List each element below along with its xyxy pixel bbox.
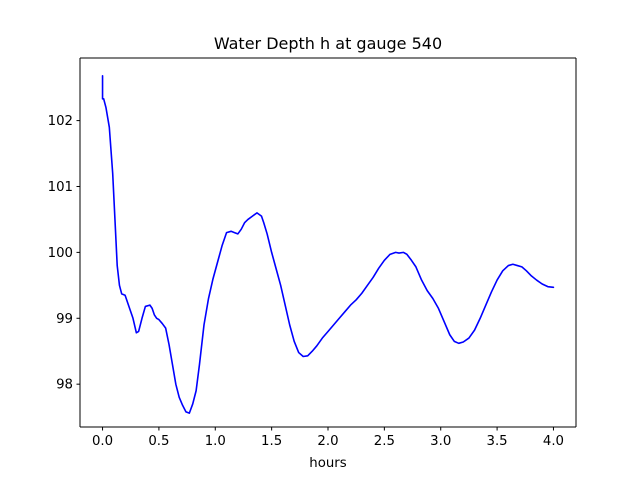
x-tick-label: 2.0 [317, 434, 338, 449]
y-tick-label: 102 [48, 114, 73, 129]
x-tick-label: 3.0 [430, 434, 451, 449]
y-tick-label: 98 [56, 378, 73, 393]
x-tick-label: 3.5 [487, 434, 508, 449]
series-layer [101, 74, 555, 414]
y-tick-label: 99 [56, 312, 73, 327]
x-axis-label: hours [309, 456, 346, 471]
x-tick-label: 0.0 [92, 434, 113, 449]
x-tick-label: 4.0 [543, 434, 564, 449]
chart-title: Water Depth h at gauge 540 [214, 34, 442, 53]
series-line-0 [101, 74, 555, 414]
axis-ticks: 0.0 0.5 1.0 1.5 2.0 2.5 3.0 3.5 4.0 98 99 100 101 102 [48, 114, 564, 449]
x-tick-label: 1.0 [205, 434, 226, 449]
x-tick-label: 2.5 [374, 434, 395, 449]
x-tick-label: 1.5 [261, 434, 282, 449]
x-tick-label: 0.5 [148, 434, 169, 449]
plot-area [80, 58, 576, 427]
y-tick-label: 100 [48, 246, 73, 261]
axes-frame [79, 57, 577, 428]
y-tick-label: 101 [48, 180, 73, 195]
